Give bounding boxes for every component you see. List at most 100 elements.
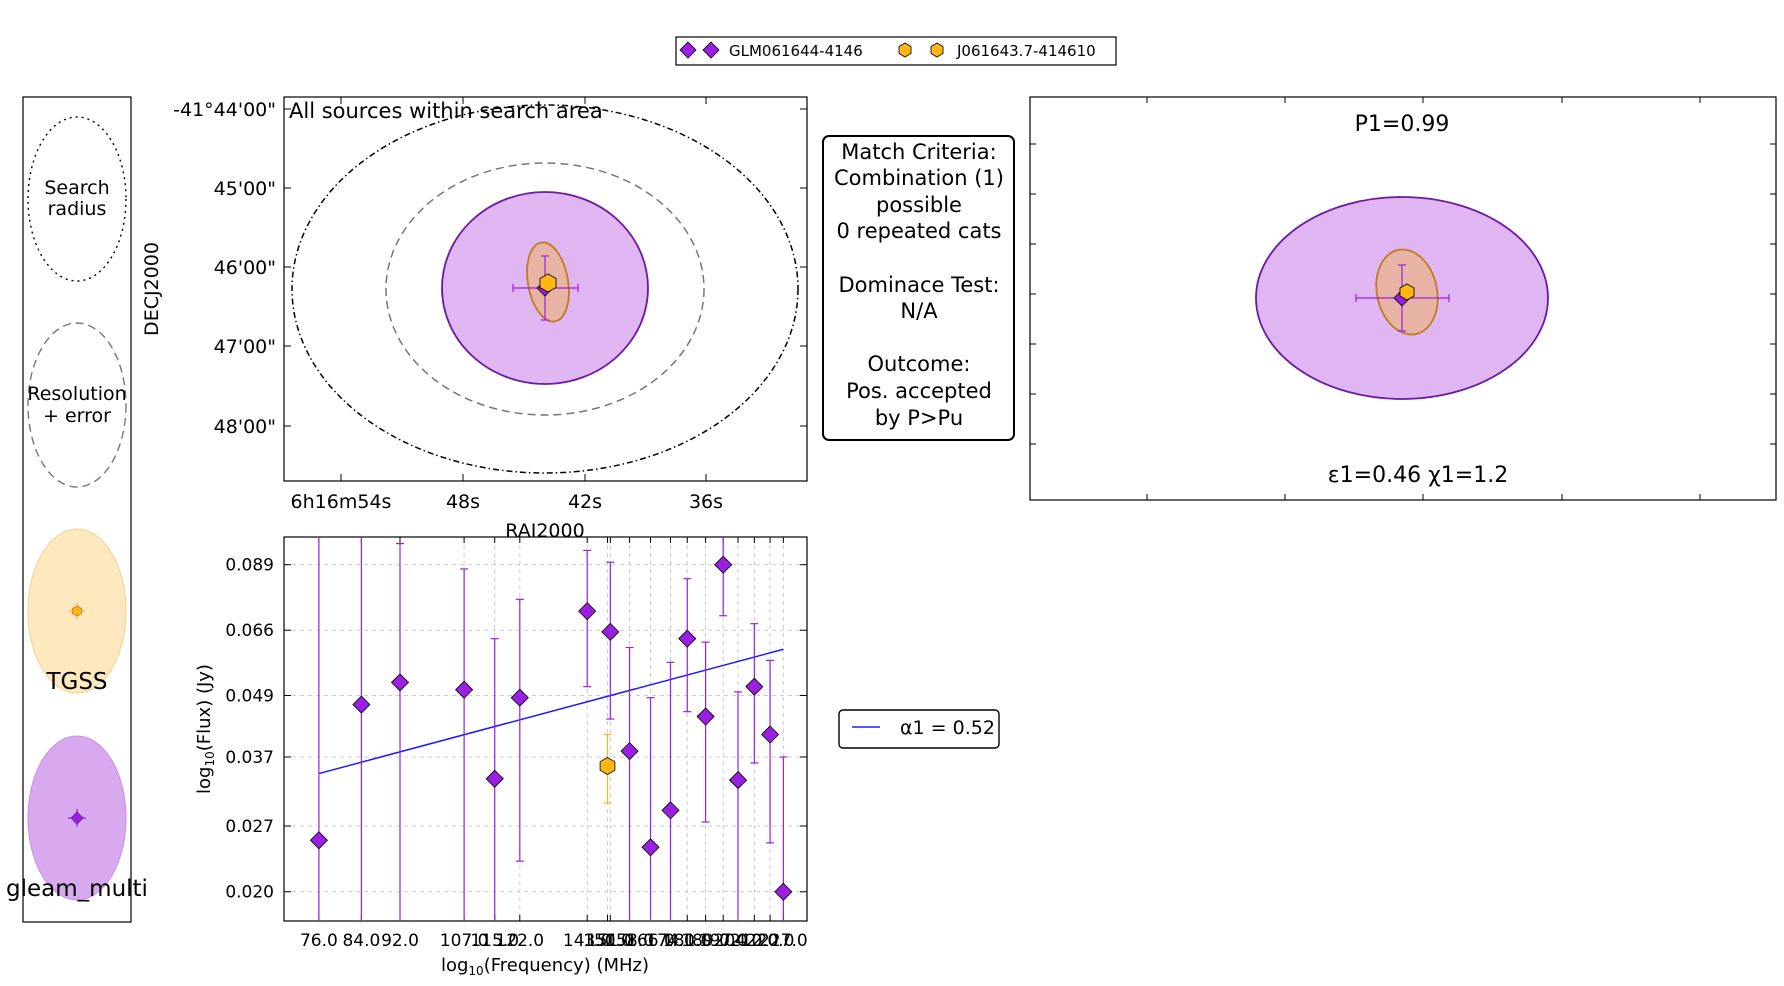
tgss-marker-icon <box>898 42 912 58</box>
criteria-line-3: 0 repeated cats <box>837 219 1002 243</box>
legend-gleam-label: GLM061644-4146 <box>729 42 863 60</box>
sky-xtick-2: 42s <box>568 491 602 513</box>
resolution-key <box>27 322 127 488</box>
sed-error-bars <box>318 537 788 921</box>
resolution-label-2: + error <box>43 405 111 427</box>
sky-xtick-0: 6h16m54s <box>291 491 392 513</box>
tgss-key-label: TGSS <box>45 669 107 695</box>
sky-ytick-1: 45'00" <box>214 178 276 200</box>
zoom-ticks <box>1030 97 1776 500</box>
gleam-point <box>620 742 639 761</box>
criteria-line-8: Outcome: <box>868 352 971 376</box>
gleam-point <box>761 725 780 744</box>
gleam-point <box>714 555 733 574</box>
criteria-line-9: Pos. accepted <box>846 379 992 403</box>
criteria-line-2: possible <box>876 193 962 217</box>
gleam-point <box>390 673 410 692</box>
legend-tgss-label: J061643.7-414610 <box>956 42 1096 60</box>
sed-ytick-label: 0.020 <box>225 883 274 903</box>
sed-xtick-label: 174.0 <box>646 931 695 951</box>
zoom-stats-text: ε1=0.46 χ1=1.2 <box>1328 463 1508 488</box>
sed-xtick-label: 166.0 <box>626 931 675 951</box>
gleam-marker-icon <box>702 41 720 59</box>
gleam-point <box>510 688 529 707</box>
gleam-point <box>661 801 680 820</box>
sed-xtick-label: 76.0 <box>300 931 338 951</box>
sky-ytick-4: 48'00" <box>214 416 276 438</box>
zoom-probability-text: P1=0.99 <box>1355 112 1450 137</box>
sed-xtick-label: 212.0 <box>730 931 779 951</box>
sed-xtick-label: 197.0 <box>699 931 748 951</box>
gleam-key-marker <box>70 811 84 825</box>
sed-xtick-label: 92.0 <box>381 931 419 951</box>
sed-markers <box>309 555 793 901</box>
sed-xtick-label: 227.0 <box>759 931 808 951</box>
sed-ytick-label: 0.027 <box>225 817 274 837</box>
sed-xtick-label: 151.0 <box>586 931 635 951</box>
sky-tgss-marker <box>539 273 557 293</box>
sed-xtick-label: 181.0 <box>663 931 712 951</box>
sed-xtick-label: 150.0 <box>583 931 632 951</box>
sky-ylabel: DECJ2000 <box>141 242 163 336</box>
sed-ytick-label: 0.066 <box>225 621 274 641</box>
gleam-point <box>309 831 328 850</box>
key-panel: Search radius Resolution + error TGSS gl… <box>6 96 148 923</box>
criteria-line-1: Combination (1) <box>834 166 1004 190</box>
fit-legend: α1 = 0.52 <box>838 709 1000 749</box>
search-label-2: radius <box>48 198 107 220</box>
sed-xtick-label: 107.0 <box>440 931 489 951</box>
search-radius-key <box>27 116 127 282</box>
criteria-line-10: by P>Pu <box>875 406 963 430</box>
sed-xtick-label: 158.0 <box>605 931 654 951</box>
fit-legend-frame <box>838 709 1000 749</box>
zoom-tgss-marker <box>1399 283 1415 301</box>
sed-xtick-label: 115.0 <box>470 931 519 951</box>
gleam-point <box>352 695 371 714</box>
gleam-point <box>728 770 748 790</box>
gleam-point <box>678 629 697 648</box>
resolution-label-1: Resolution <box>27 383 126 405</box>
sed-xtick-label: 143.0 <box>563 931 612 951</box>
sed-xtick-label: 189.0 <box>681 931 730 951</box>
sed-xlabel: log10(Frequency) (MHz) <box>441 955 649 978</box>
criteria-box: Match Criteria: Combination (1) possible… <box>822 135 1015 441</box>
gleam-point <box>455 680 474 699</box>
gleam-point <box>641 838 660 857</box>
sky-ytick-3: 47'00" <box>214 336 276 358</box>
tgss-marker-icon <box>930 42 944 58</box>
gleam-point <box>485 769 504 788</box>
tgss-point <box>599 757 616 775</box>
sky-ytick-2: 46'00" <box>214 257 276 279</box>
top-legend-frame <box>675 36 1117 66</box>
sed-ytick-label: 0.049 <box>225 686 274 706</box>
sed-xtick-label: 220.0 <box>746 931 795 951</box>
sky-panel-title: All sources within search area <box>289 99 603 123</box>
gleam-point <box>774 882 793 901</box>
sky-xtick-3: 36s <box>689 491 723 513</box>
sky-panel: All sources within search area 6h16m54s … <box>141 96 808 542</box>
fit-legend-label: α1 = 0.52 <box>900 717 995 739</box>
criteria-line-5: Dominace Test: <box>838 273 999 297</box>
sed-ytick-label: 0.089 <box>225 556 274 576</box>
sed-plot-frame <box>283 536 808 922</box>
sky-xtick-1: 48s <box>446 491 480 513</box>
sky-ticks <box>284 97 807 481</box>
gleam-point <box>578 602 597 621</box>
sed-xtick-label: 122.0 <box>495 931 544 951</box>
sed-xtick-label: 84.0 <box>342 931 380 951</box>
zoom-panel: P1=0.99 ε1=0.46 χ1=1.2 <box>1029 96 1777 501</box>
search-radius-ellipse <box>291 104 799 474</box>
sed-xtick-label: 204.0 <box>714 931 763 951</box>
resolution-ellipse <box>385 162 705 416</box>
criteria-line-6: N/A <box>900 299 938 323</box>
gleam-marker-icon <box>679 41 697 59</box>
gleam-point <box>601 622 620 641</box>
top-legend: GLM061644-4146 J061643.7-414610 <box>675 36 1117 66</box>
gleam-point <box>745 677 764 696</box>
gleam-point <box>696 707 715 726</box>
sky-ytick-0: -41°44'00" <box>173 99 276 121</box>
search-label-1: Search <box>44 177 109 199</box>
sed-ylabel: log10(Flux) (Jy) <box>194 664 217 794</box>
